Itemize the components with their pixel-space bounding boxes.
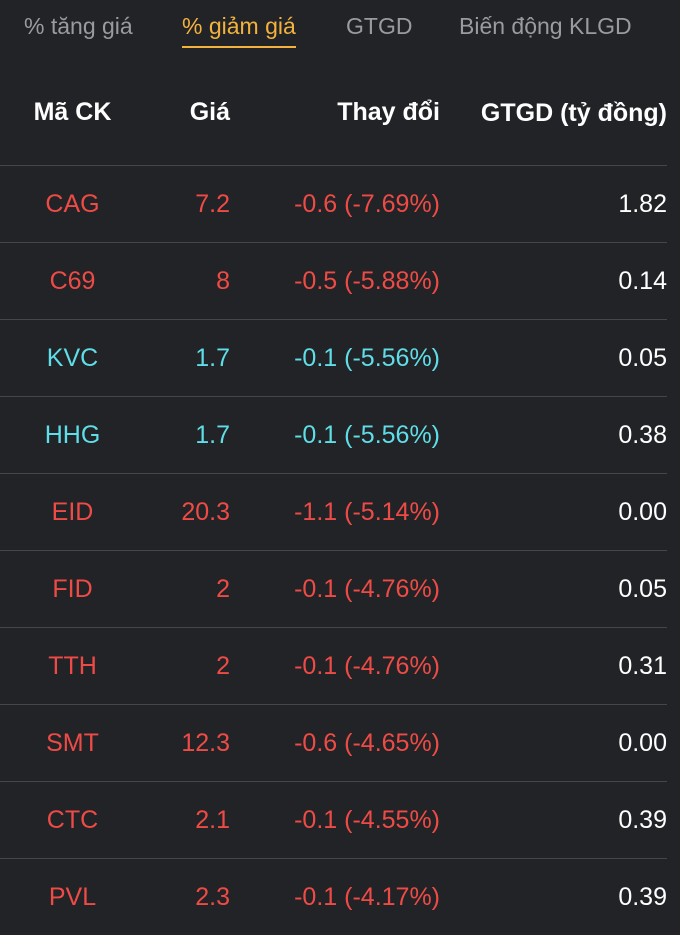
stock-change: -0.1 (-4.17%) xyxy=(230,859,440,935)
stock-code: PVL xyxy=(0,859,145,935)
stock-change: -0.1 (-4.55%) xyxy=(230,782,440,859)
stock-code: HHG xyxy=(0,397,145,474)
tab-trading-value[interactable]: GTGD xyxy=(346,10,412,42)
column-header-code[interactable]: Mã CK xyxy=(0,60,145,166)
table-header-row: Mã CK Giá Thay đổi GTGD (tỷ đồng) xyxy=(0,60,667,166)
tab-volume-change[interactable]: Biến động KLGD xyxy=(459,10,632,42)
stock-price: 12.3 xyxy=(145,705,230,782)
stock-code: EID xyxy=(0,474,145,551)
column-header-price[interactable]: Giá xyxy=(145,60,230,166)
stock-code: CTC xyxy=(0,782,145,859)
stock-change: -0.1 (-4.76%) xyxy=(230,628,440,705)
stock-trading-value: 0.39 xyxy=(440,859,667,935)
stock-change: -0.6 (-7.69%) xyxy=(230,166,440,243)
stock-price: 2 xyxy=(145,551,230,628)
stock-trading-value: 0.00 xyxy=(440,474,667,551)
stock-price: 2.1 xyxy=(145,782,230,859)
stock-trading-value: 0.00 xyxy=(440,705,667,782)
tab-top-losers[interactable]: % giảm giá xyxy=(182,10,296,42)
stock-change: -0.1 (-5.56%) xyxy=(230,320,440,397)
stock-price: 2.3 xyxy=(145,859,230,935)
stock-change: -0.5 (-5.88%) xyxy=(230,243,440,320)
stock-change: -0.1 (-4.76%) xyxy=(230,551,440,628)
column-header-change[interactable]: Thay đổi xyxy=(230,60,440,166)
stock-trading-value: 0.05 xyxy=(440,551,667,628)
stock-change: -0.1 (-5.56%) xyxy=(230,397,440,474)
stock-price: 1.7 xyxy=(145,320,230,397)
column-header-value[interactable]: GTGD (tỷ đồng) xyxy=(440,60,667,166)
tab-bar: % tăng giá % giảm giá GTGD Biến động KLG… xyxy=(0,0,680,60)
stock-trading-value: 0.31 xyxy=(440,628,667,705)
stock-code: KVC xyxy=(0,320,145,397)
stock-trading-value: 0.39 xyxy=(440,782,667,859)
stock-trading-value: 0.14 xyxy=(440,243,667,320)
active-tab-underline xyxy=(182,46,296,48)
tab-top-gainers[interactable]: % tăng giá xyxy=(24,10,133,42)
stock-price: 7.2 xyxy=(145,166,230,243)
stock-trading-value: 0.38 xyxy=(440,397,667,474)
stock-code: SMT xyxy=(0,705,145,782)
stock-price: 20.3 xyxy=(145,474,230,551)
stock-price: 1.7 xyxy=(145,397,230,474)
stock-code: TTH xyxy=(0,628,145,705)
stock-change: -1.1 (-5.14%) xyxy=(230,474,440,551)
stock-price: 2 xyxy=(145,628,230,705)
stock-code: FID xyxy=(0,551,145,628)
stock-trading-value: 0.05 xyxy=(440,320,667,397)
stock-price: 8 xyxy=(145,243,230,320)
stock-change: -0.6 (-4.65%) xyxy=(230,705,440,782)
tab-top-losers-label: % giảm giá xyxy=(182,13,296,39)
stock-trading-value: 1.82 xyxy=(440,166,667,243)
stock-code: CAG xyxy=(0,166,145,243)
stock-code: C69 xyxy=(0,243,145,320)
